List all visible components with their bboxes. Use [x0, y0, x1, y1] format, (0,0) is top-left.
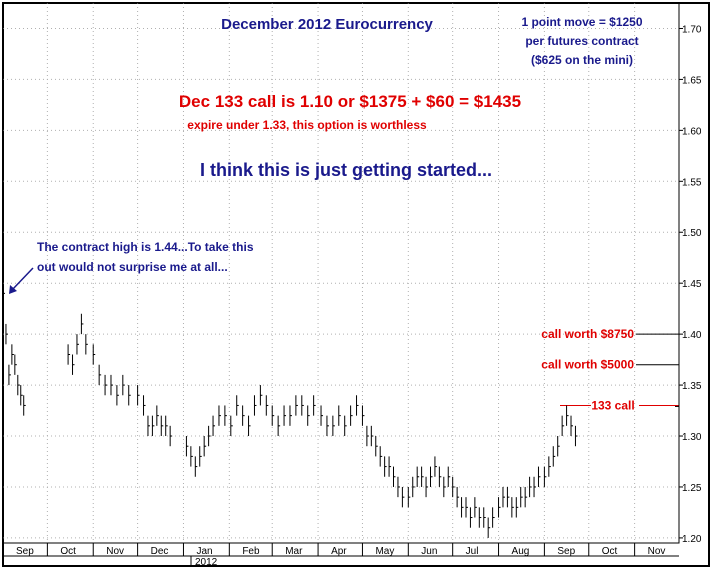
price-bars	[2, 283, 578, 538]
x-tick-label: Aug	[512, 546, 530, 557]
y-tick-label: 1.45	[682, 279, 702, 290]
x-tick-label: Jan	[196, 546, 212, 557]
contract-high-line1: The contract high is 1.44...To take this	[37, 240, 254, 254]
y-tick-label: 1.65	[682, 75, 702, 86]
started-note: I think this is just getting started...	[200, 160, 492, 180]
y-tick-label: 1.60	[682, 126, 702, 137]
x-tick-label: Feb	[242, 546, 260, 557]
x-tick-label: May	[375, 546, 394, 557]
expire-note: expire under 1.33, this option is worthl…	[187, 118, 427, 132]
chart-title: December 2012 Eurocurrency	[221, 16, 433, 33]
x-tick-label: Sep	[16, 546, 34, 557]
reference-lines: call worth $8750 call worth $5000 133 call	[541, 327, 679, 412]
x-tick-label: Jul	[466, 546, 479, 557]
y-tick-label: 1.70	[682, 24, 702, 35]
reference-label: call worth $8750	[541, 327, 634, 341]
arrow-shaft	[11, 267, 34, 291]
x-tick-label: Sep	[557, 546, 575, 557]
y-tick-label: 1.50	[682, 228, 702, 239]
call-price-note: Dec 133 call is 1.10 or $1375 + $60 = $1…	[179, 92, 521, 111]
contract-high-line2: out would not surprise me at all...	[37, 260, 228, 274]
contract-high-arrow	[9, 267, 34, 294]
year-label: 2012	[195, 557, 218, 568]
x-tick-label: Jun	[421, 546, 437, 557]
point-move-line2: per futures contract	[525, 34, 638, 48]
y-tick-label: 1.55	[682, 177, 702, 188]
y-tick-label: 1.20	[682, 534, 702, 545]
point-move-line3: ($625 on the mini)	[531, 53, 633, 67]
x-tick-label: Dec	[151, 546, 169, 557]
arrow-head	[9, 285, 17, 294]
reference-label: call worth $5000	[541, 358, 634, 372]
y-tick-label: 1.30	[682, 432, 702, 443]
x-tick-label: Nov	[648, 546, 666, 557]
x-tick-label: Apr	[331, 546, 347, 557]
y-tick-label: 1.25	[682, 483, 702, 494]
y-axis: 1.20 1.25 1.30 1.35 1.40 1.45 1.50 1.55 1.60 1.65…	[679, 24, 702, 545]
point-move-line1: 1 point move = $1250	[521, 15, 642, 29]
y-tick-label: 1.35	[682, 381, 702, 392]
x-axis: Sep Oct Nov Dec Jan Feb Mar Apr May Jun Jul Aug Sep O…	[2, 543, 666, 566]
y-tick-label: 1.40	[682, 330, 702, 341]
grid-lines	[2, 3, 679, 543]
x-tick-label: Oct	[60, 546, 76, 557]
x-tick-label: Oct	[602, 546, 618, 557]
reference-label: 133 call	[591, 398, 634, 412]
plot-border	[2, 2, 680, 544]
x-tick-label: Mar	[285, 546, 303, 557]
x-tick-label: Nov	[106, 546, 124, 557]
